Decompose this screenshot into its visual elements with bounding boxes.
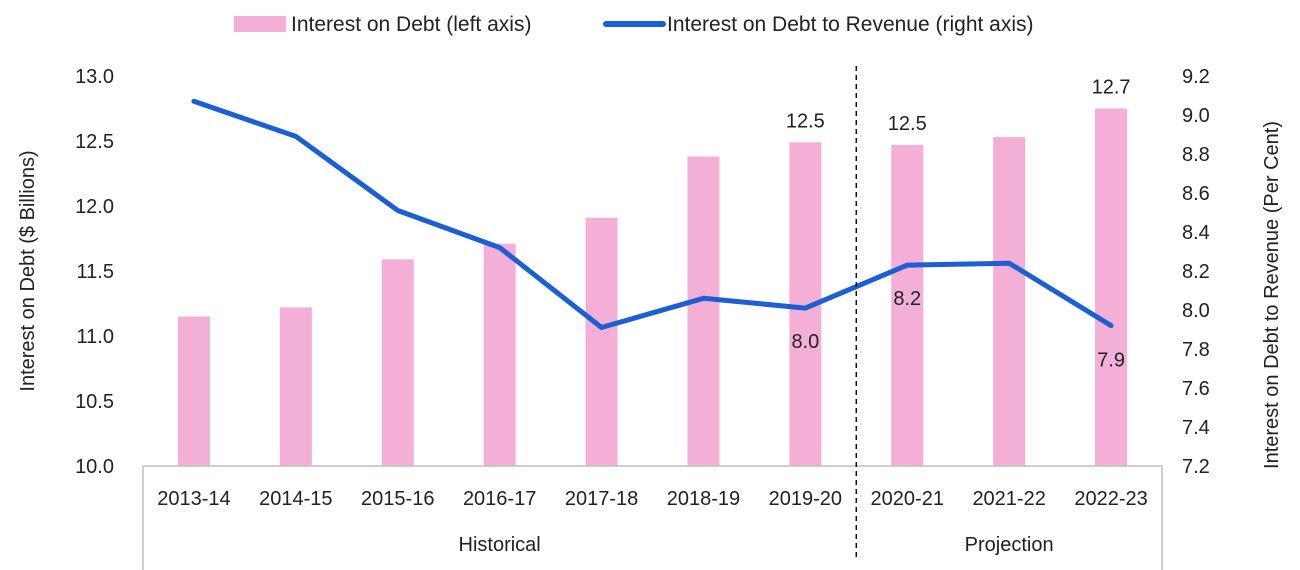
category-label: 2021-22 bbox=[972, 488, 1045, 510]
bar-2015-16 bbox=[381, 259, 414, 466]
group-label-projection: Projection bbox=[965, 534, 1054, 556]
bar-2018-19 bbox=[687, 156, 720, 466]
group-label-historical: Historical bbox=[459, 534, 541, 556]
legend: Interest on Debt (left axis) Interest on… bbox=[234, 13, 1034, 36]
right-tick-label: 8.8 bbox=[1182, 144, 1210, 166]
bar-2013-14 bbox=[177, 316, 210, 466]
legend-bar-label: Interest on Debt (left axis) bbox=[291, 13, 531, 36]
right-tick-label: 7.2 bbox=[1182, 456, 1210, 478]
legend-bar-swatch bbox=[234, 16, 286, 32]
right-axis-ticks: 7.2 7.4 7.6 7.8 8.0 8.2 8.4 8.6 8.8 9.0 9.2 bbox=[1182, 66, 1210, 478]
left-axis-ticks: 10.0 10.5 11.0 11.5 12.0 12.5 13.0 bbox=[75, 66, 114, 478]
left-tick-label: 10.5 bbox=[75, 391, 114, 413]
data-label: 12.7 bbox=[1092, 77, 1131, 99]
left-tick-label: 11.5 bbox=[77, 261, 114, 283]
category-label: 2018-19 bbox=[667, 488, 740, 510]
left-axis-title: Interest on Debt ($ Billions) bbox=[17, 150, 39, 391]
category-label: 2019-20 bbox=[769, 488, 842, 510]
right-tick-label: 8.0 bbox=[1182, 300, 1210, 322]
right-tick-label: 7.8 bbox=[1182, 339, 1210, 361]
legend-line-label: Interest on Debt to Revenue (right axis) bbox=[667, 13, 1034, 36]
data-labels: 12.5 12.5 12.7 8.0 8.2 7.9 bbox=[786, 77, 1131, 372]
right-tick-label: 8.6 bbox=[1182, 183, 1210, 205]
data-label: 12.5 bbox=[888, 113, 927, 135]
category-label: 2017-18 bbox=[565, 488, 638, 510]
category-label: 2020-21 bbox=[871, 488, 944, 510]
bar-2020-21 bbox=[891, 144, 924, 466]
left-tick-label: 11.0 bbox=[77, 326, 114, 348]
left-tick-label: 12.5 bbox=[75, 131, 114, 153]
axes: Interest on Debt ($ Billions) Interest o… bbox=[17, 66, 1283, 478]
bar-2022-23 bbox=[1095, 108, 1128, 466]
right-tick-label: 7.6 bbox=[1182, 378, 1210, 400]
interest-to-revenue-line bbox=[191, 98, 1114, 330]
category-label: 2015-16 bbox=[361, 488, 434, 510]
data-label: 12.5 bbox=[786, 110, 825, 132]
right-tick-label: 7.4 bbox=[1182, 417, 1210, 439]
category-axis-frame bbox=[142, 465, 1163, 570]
right-tick-label: 8.2 bbox=[1182, 261, 1210, 283]
category-labels: 2013-14 2014-15 2015-16 2016-17 2017-18 2018-… bbox=[157, 488, 1148, 510]
bar-2014-15 bbox=[279, 307, 312, 466]
right-tick-label: 8.4 bbox=[1182, 222, 1210, 244]
category-label: 2016-17 bbox=[463, 488, 536, 510]
data-label: 7.9 bbox=[1097, 350, 1125, 372]
data-label: 8.0 bbox=[791, 331, 819, 353]
bar-2017-18 bbox=[585, 217, 618, 466]
bar-2016-17 bbox=[483, 243, 516, 466]
bar-series bbox=[177, 108, 1128, 467]
right-tick-label: 9.0 bbox=[1182, 105, 1210, 127]
left-tick-label: 13.0 bbox=[75, 66, 114, 88]
category-label: 2014-15 bbox=[259, 488, 332, 510]
category-label: 2022-23 bbox=[1074, 488, 1147, 510]
left-tick-label: 10.0 bbox=[75, 456, 114, 478]
group-labels: Historical Projection bbox=[459, 534, 1054, 556]
category-label: 2013-14 bbox=[157, 488, 230, 510]
right-axis-title: Interest on Debt to Revenue (Per Cent) bbox=[1261, 121, 1283, 469]
data-label: 8.2 bbox=[893, 288, 921, 310]
bar-2021-22 bbox=[993, 137, 1026, 466]
left-tick-label: 12.0 bbox=[75, 196, 114, 218]
right-tick-label: 9.2 bbox=[1182, 66, 1210, 88]
